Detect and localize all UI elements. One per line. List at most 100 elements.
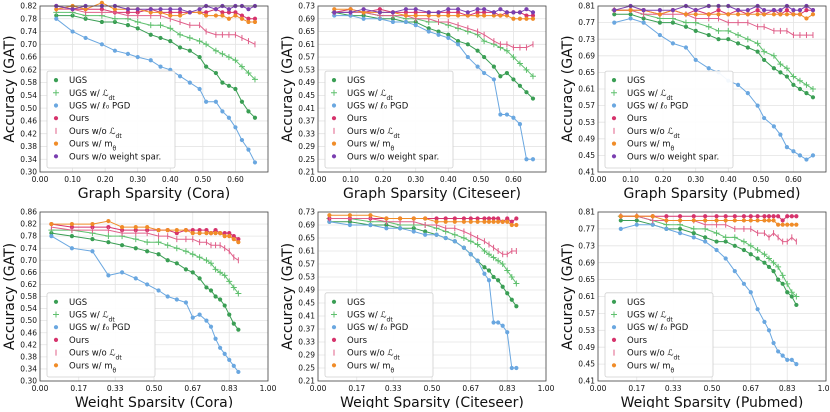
data-point bbox=[158, 10, 163, 15]
data-point bbox=[165, 294, 170, 299]
data-point bbox=[119, 228, 125, 233]
data-point bbox=[361, 7, 366, 12]
data-point bbox=[509, 219, 514, 224]
data-point bbox=[482, 13, 487, 18]
data-point bbox=[524, 13, 529, 18]
data-point bbox=[197, 312, 202, 317]
y-tick-label: 0.61 bbox=[298, 40, 315, 49]
data-point bbox=[505, 330, 510, 335]
legend-entry: Ours w/ mθ bbox=[69, 140, 117, 153]
data-point bbox=[810, 12, 816, 17]
data-point bbox=[208, 260, 214, 267]
data-point bbox=[762, 319, 767, 324]
data-point bbox=[523, 66, 530, 73]
x-tick-label: 0.30 bbox=[687, 175, 704, 184]
data-point bbox=[461, 245, 467, 250]
legend-marker bbox=[53, 311, 59, 318]
legend-box bbox=[46, 292, 156, 378]
data-point bbox=[748, 218, 753, 223]
data-point bbox=[776, 277, 781, 282]
data-point bbox=[177, 31, 184, 38]
legend-marker bbox=[53, 78, 59, 83]
data-point bbox=[748, 290, 753, 295]
data-point bbox=[762, 115, 767, 121]
data-point bbox=[465, 42, 470, 47]
data-point bbox=[155, 239, 162, 246]
legend-marker bbox=[611, 363, 617, 368]
data-point bbox=[780, 281, 785, 286]
data-point bbox=[413, 23, 418, 28]
data-point bbox=[500, 284, 505, 289]
data-point bbox=[174, 297, 179, 302]
data-point bbox=[147, 22, 154, 29]
legend-entry: UGS bbox=[627, 298, 645, 308]
data-point bbox=[455, 42, 461, 47]
data-point bbox=[177, 7, 183, 12]
data-point bbox=[246, 16, 251, 21]
data-point bbox=[722, 234, 729, 241]
data-point bbox=[491, 77, 496, 82]
data-point bbox=[451, 231, 458, 238]
y-tick-label: 0.46 bbox=[20, 117, 37, 126]
legend-entry: UGS w/ ℒdt bbox=[69, 311, 115, 324]
data-point bbox=[797, 153, 803, 158]
data-point bbox=[125, 51, 131, 56]
y-tick-label: 0.46 bbox=[20, 328, 37, 337]
y-tick-label: 0.73 bbox=[298, 2, 315, 11]
data-point bbox=[327, 219, 332, 224]
x-tick-label: 0.50 bbox=[704, 384, 721, 393]
legend-marker bbox=[331, 299, 337, 304]
y-axis-label: Accuracy (GAT) bbox=[280, 35, 296, 142]
data-point bbox=[70, 29, 75, 34]
data-point bbox=[794, 302, 799, 308]
data-point bbox=[670, 8, 676, 13]
legend-entry: Ours w/o ℒdt bbox=[69, 127, 122, 140]
data-point bbox=[377, 7, 382, 12]
data-point bbox=[703, 235, 708, 240]
data-point bbox=[745, 12, 750, 17]
data-point bbox=[776, 349, 781, 354]
data-point bbox=[803, 81, 810, 88]
data-point bbox=[716, 37, 721, 42]
x-tick-label: 0.60 bbox=[505, 175, 522, 184]
data-point bbox=[628, 16, 633, 21]
data-point bbox=[347, 213, 353, 218]
data-point bbox=[236, 237, 241, 242]
legend-entry: Ours w/o weight spar. bbox=[627, 152, 719, 162]
data-point bbox=[741, 214, 747, 219]
data-point bbox=[204, 318, 209, 323]
data-point bbox=[797, 86, 803, 92]
legend-entry: UGS w/ ℒdt bbox=[627, 311, 673, 324]
legend-entry: Ours w/o ℒdt bbox=[627, 349, 680, 362]
x-tick-label: 0.67 bbox=[742, 384, 759, 393]
y-tick-label: 0.69 bbox=[578, 258, 595, 267]
data-point bbox=[791, 82, 796, 87]
data-point bbox=[230, 284, 237, 291]
data-point bbox=[347, 219, 353, 224]
data-point bbox=[791, 12, 796, 17]
legend-entry: UGS w/ ℓ₀ PGD bbox=[347, 323, 409, 333]
data-point bbox=[196, 38, 203, 45]
data-point bbox=[514, 304, 519, 309]
data-point bbox=[475, 219, 480, 224]
y-tick-label: 0.81 bbox=[578, 2, 595, 11]
data-point bbox=[119, 224, 125, 230]
data-point bbox=[177, 13, 183, 18]
data-point bbox=[499, 261, 506, 267]
data-point bbox=[69, 224, 75, 230]
data-point bbox=[748, 252, 753, 257]
data-point bbox=[780, 218, 785, 223]
data-point bbox=[784, 12, 790, 17]
y-tick-label: 0.77 bbox=[578, 18, 595, 27]
data-point bbox=[612, 12, 617, 17]
x-tick-label: 0.40 bbox=[440, 175, 457, 184]
data-point bbox=[174, 231, 179, 236]
data-point bbox=[486, 219, 492, 224]
legend-box bbox=[46, 70, 176, 169]
x-axis-label: Weight Sparsity (Cora) bbox=[75, 395, 233, 408]
data-point bbox=[780, 353, 785, 358]
data-point bbox=[664, 218, 669, 223]
data-point bbox=[723, 256, 728, 261]
y-tick-label: 0.41 bbox=[298, 312, 315, 321]
data-point bbox=[776, 214, 781, 219]
